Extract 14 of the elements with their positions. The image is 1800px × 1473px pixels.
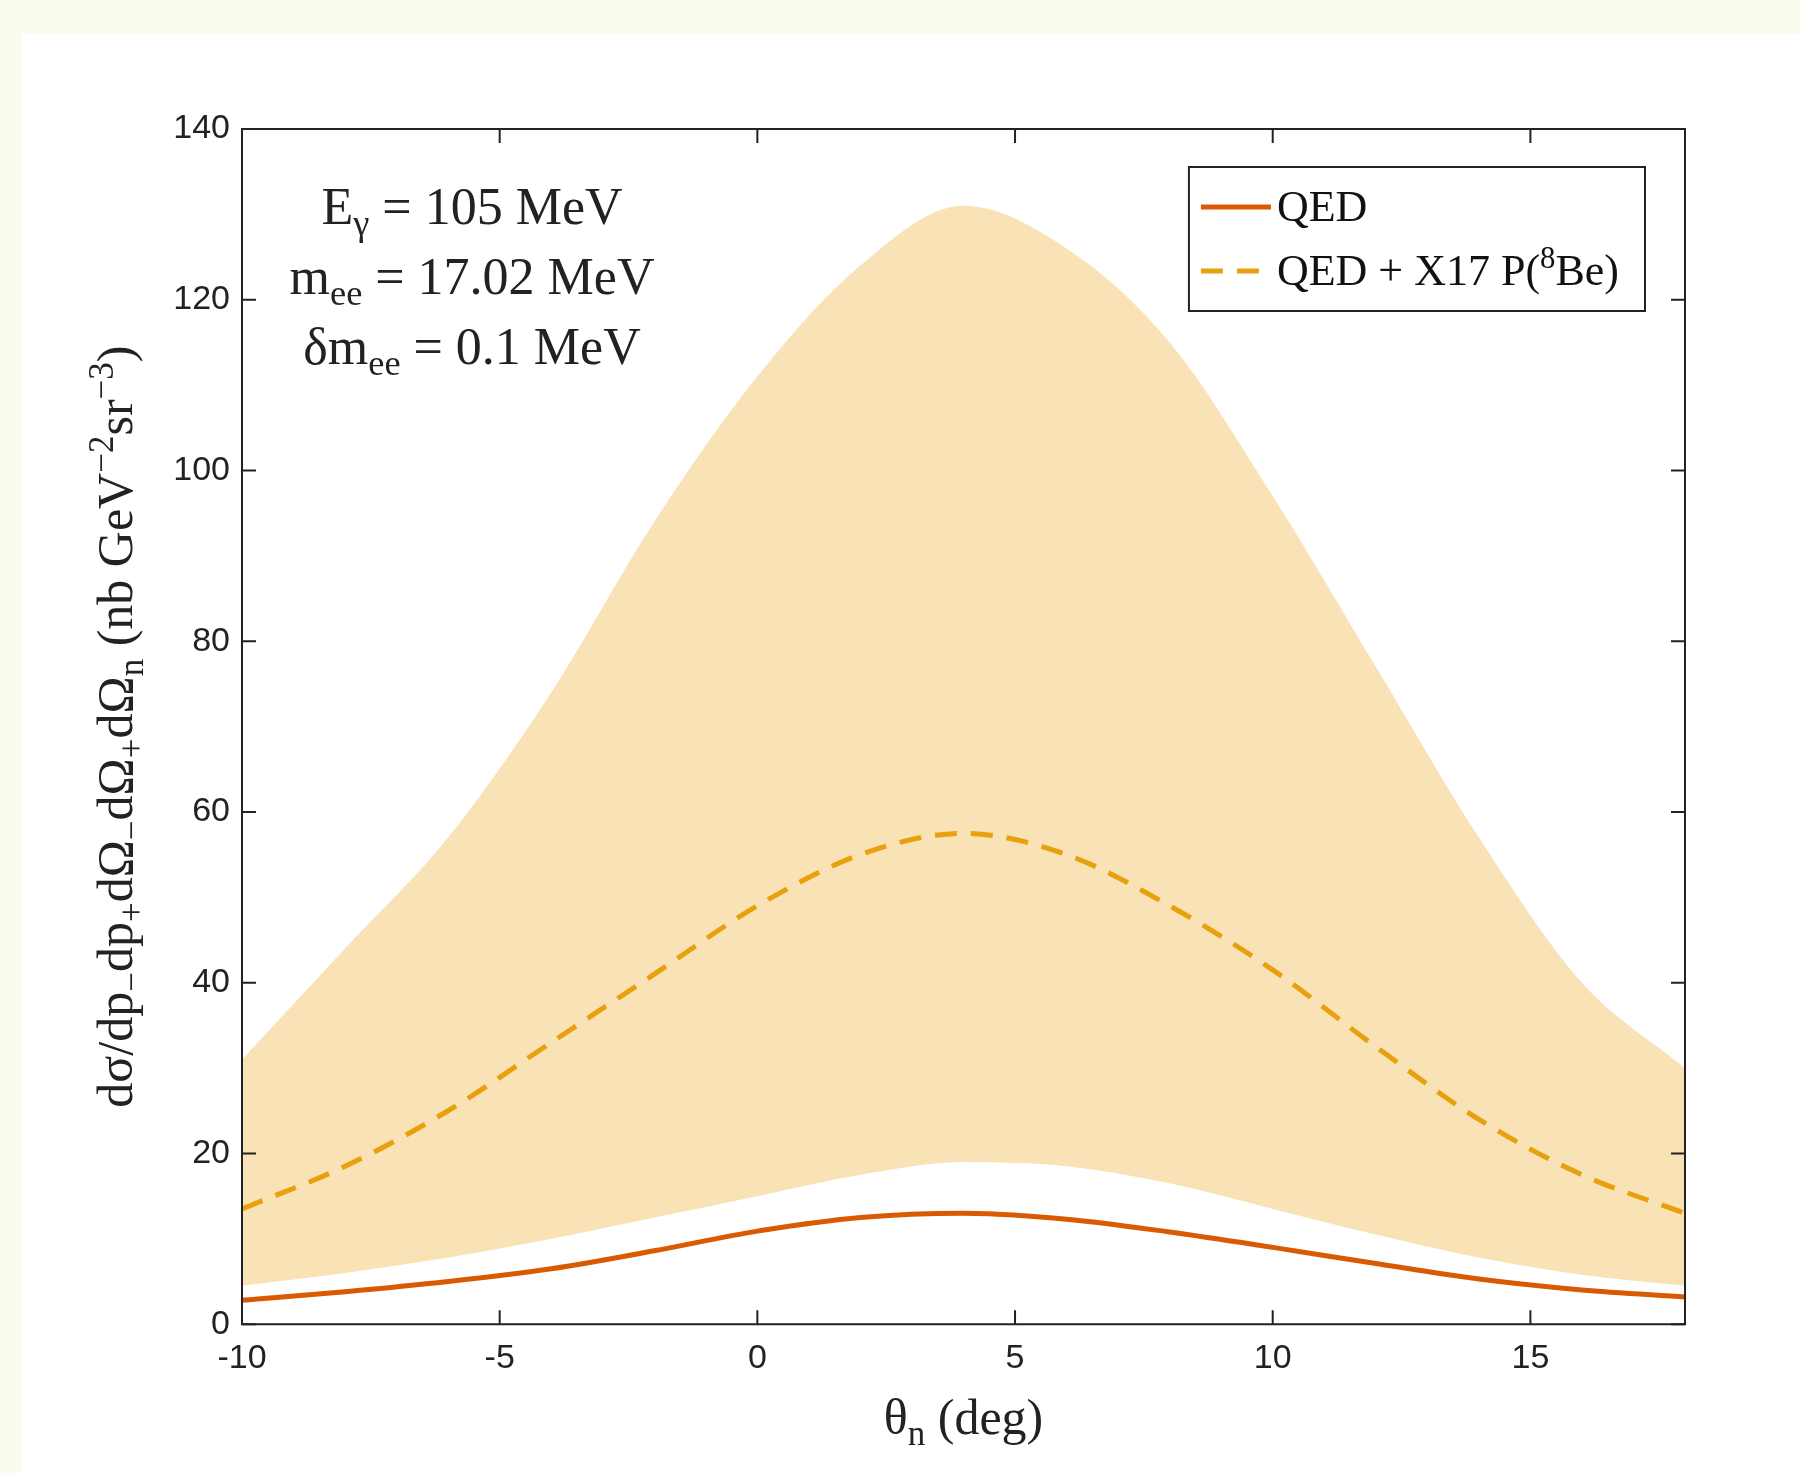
y-tick-label: 60 (192, 790, 230, 829)
x-tick-label: 5 (1005, 1336, 1025, 1375)
x-tick-label: -5 (484, 1336, 515, 1375)
y-tick-label: 20 (192, 1131, 230, 1170)
x-tick-label: 15 (1511, 1336, 1550, 1375)
y-tick-label: 140 (173, 107, 230, 146)
y-tick-label: 100 (173, 448, 230, 487)
x-tick-label: 0 (747, 1336, 767, 1375)
text: dσ/dp−dp+dΩ−dΩ+dΩn (nb GeV−2sr−3) (82, 345, 151, 1108)
y-tick-label: 40 (192, 961, 230, 1000)
legend-label: QED (1276, 182, 1368, 231)
x-tick-label: 10 (1253, 1336, 1292, 1375)
y-tick-label: 120 (173, 278, 230, 317)
y-tick-label: 80 (192, 619, 230, 658)
